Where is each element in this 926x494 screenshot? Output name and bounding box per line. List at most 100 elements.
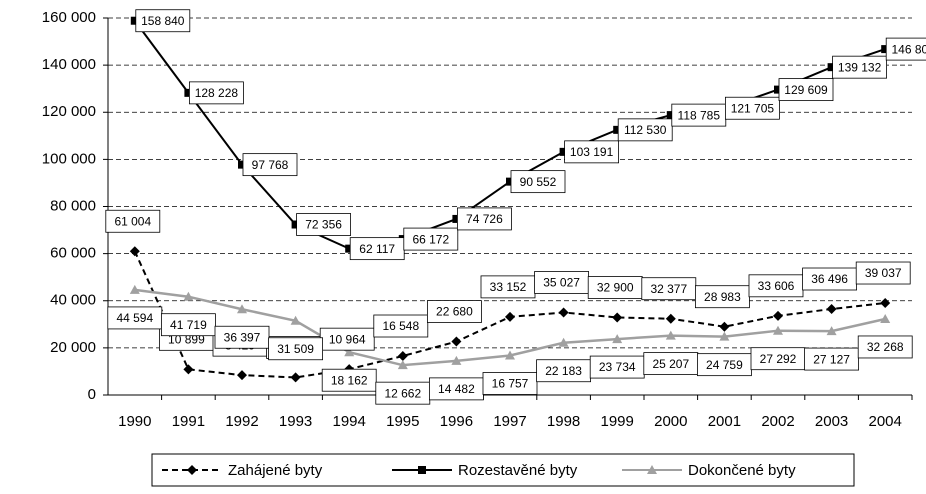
value-label: 146 801 [892,42,926,56]
data-point [129,284,140,294]
y-tick-label: 100 000 [42,150,96,167]
x-tick-label: 1990 [118,413,151,430]
x-tick-label: 1991 [172,413,205,430]
value-label: 62 117 [359,242,395,256]
data-point [237,304,247,314]
data-point [665,313,676,324]
value-label: 16 548 [382,319,419,333]
x-tick-label: 2002 [761,413,794,430]
value-label: 41 719 [170,318,207,332]
x-tick-label: 2004 [869,413,902,430]
value-label-box [373,314,429,338]
value-label-box [857,335,913,359]
data-point [129,246,140,257]
value-label-box [296,213,352,236]
value-label: 33 606 [758,279,795,293]
data-point [666,111,675,120]
value-label: 118 785 [678,108,721,122]
y-tick-label: 140 000 [42,56,96,73]
data-point [183,364,194,375]
data-point [397,360,408,370]
value-label: 129 609 [784,83,828,97]
legend-label: Rozestavěné byty [458,462,578,479]
data-point [665,330,676,340]
value-label-box [426,300,482,323]
value-label-box [855,261,911,285]
value-label: 158 840 [141,14,185,28]
value-label: 23 734 [599,360,636,374]
data-point [291,220,300,229]
legend-marker [187,465,197,475]
value-label-box [268,337,324,361]
data-point [505,311,515,322]
data-point [774,85,782,94]
value-label: 31 509 [277,342,314,356]
value-label: 128 228 [195,86,239,100]
y-tick-label: 40 000 [50,292,96,309]
x-tick-label: 1999 [601,413,634,430]
value-label: 14 482 [438,382,475,396]
value-label-box [725,96,780,120]
y-tick-label: 120 000 [42,103,96,120]
data-point [344,347,355,357]
data-point [773,310,783,321]
value-label: 33 152 [490,280,527,294]
value-label: 97 768 [252,158,289,172]
legend-marker [418,466,426,474]
data-point [451,336,462,347]
legend-label: Zahájené byty [228,462,323,479]
x-tick-label: 1994 [333,413,366,430]
value-label-box [482,372,538,395]
x-tick-label: 2000 [654,413,687,430]
data-point [612,334,623,344]
data-point [773,325,783,335]
data-point [238,160,246,169]
y-tick-label: 60 000 [50,245,96,262]
value-label-box [105,209,161,233]
x-tick-label: 1995 [386,413,419,430]
data-point [506,177,514,186]
x-tick-label: 2003 [815,413,848,430]
value-label-box [510,170,566,194]
data-point [559,147,568,156]
data-point [397,351,408,362]
value-label-box [321,368,377,392]
value-label: 35 027 [543,276,580,290]
value-label: 25 207 [652,357,689,371]
value-label: 22 183 [545,364,582,378]
value-label-box [188,81,244,105]
data-point [613,125,622,134]
x-tick-label: 2001 [708,413,741,430]
data-point [130,16,139,25]
legend-label: Dokončené byty [688,462,796,479]
value-label: 32 377 [650,282,687,296]
data-point [290,315,301,325]
data-point [558,307,569,318]
x-tick-label: 1996 [440,413,473,430]
y-tick-label: 80 000 [50,197,96,214]
data-point [880,313,891,323]
value-label: 44 594 [116,311,153,325]
data-point [451,355,462,365]
data-point [505,350,515,360]
y-tick-label: 20 000 [50,339,96,356]
data-point [826,326,837,336]
legend-box [151,453,855,487]
data-point [452,214,461,223]
x-tick-label: 1998 [547,413,580,430]
value-label: 27 127 [813,352,850,366]
value-label-box [778,78,834,102]
value-label-box [214,325,270,349]
data-point [345,244,354,253]
value-label: 24 759 [706,358,743,372]
x-tick-label: 1993 [279,413,312,430]
value-label-box [456,207,512,231]
value-label: 36 496 [811,272,848,286]
data-point [719,331,730,341]
value-label: 66 172 [412,232,449,246]
value-label: 39 037 [865,266,902,280]
data-point [558,337,569,347]
data-point [880,298,891,309]
data-point [237,370,247,381]
